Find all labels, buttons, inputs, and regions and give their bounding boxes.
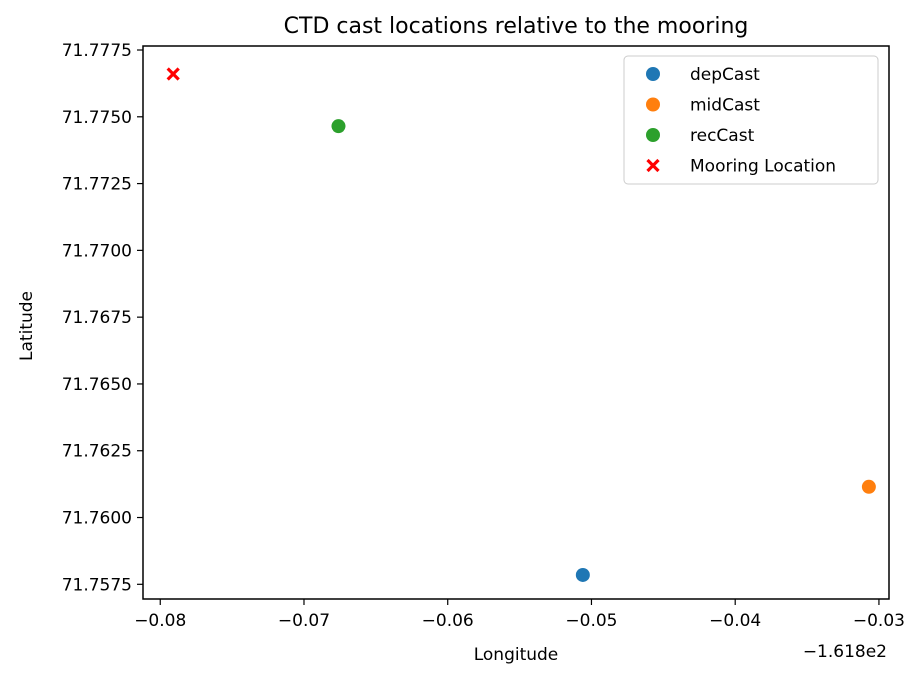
plot-area-frame [142, 45, 890, 600]
data-points [166, 67, 876, 582]
x-tick-label: −0.03 [853, 611, 905, 631]
data-point-depcast [575, 567, 590, 582]
y-tick-label: 71.7700 [62, 241, 132, 261]
y-tick-label: 71.7650 [62, 375, 132, 395]
data-point-mooring-location-stroke-b [166, 67, 180, 81]
y-tick-label: 71.7750 [62, 108, 132, 128]
y-tick-label: 71.7675 [62, 308, 132, 328]
x-tick-label: −0.06 [422, 611, 474, 631]
x-tick-label: −0.04 [709, 611, 761, 631]
legend-marker-mooring-location [646, 158, 660, 173]
x-axis-label: Longitude [474, 645, 559, 665]
y-tick-label: 71.7575 [62, 575, 132, 595]
y-axis-label: Latitude [17, 291, 37, 361]
data-point-midcast [861, 479, 876, 494]
y-tick-label: 71.7725 [62, 175, 132, 195]
y-axis-ticks: 71.7575 71.7600 71.7625 71.7650 71.7675 71.77… [62, 41, 143, 595]
data-point-mooring-location [166, 67, 180, 81]
chart-title: CTD cast locations relative to the moori… [284, 14, 749, 39]
legend-label-reccast: recCast [690, 126, 755, 146]
data-point-reccast [331, 119, 346, 134]
x-tick-label: −0.08 [134, 611, 186, 631]
legend-label-midcast: midCast [690, 96, 760, 116]
x-tick-label: −0.07 [278, 611, 330, 631]
y-tick-label: 71.7625 [62, 442, 132, 462]
legend: depCast midCast recCast Mooring Location [623, 55, 879, 185]
legend-marker-mooring-location-stroke-b [646, 158, 660, 173]
legend-label-depcast: depCast [690, 65, 760, 85]
y-tick-label: 71.7600 [62, 509, 132, 529]
x-tick-label: −0.05 [565, 611, 617, 631]
x-axis-ticks: −0.08 −0.07 −0.06 −0.05 −0.04 −0.03 [134, 599, 905, 631]
legend-marker-depcast [646, 67, 660, 81]
legend-label-mooring-location: Mooring Location [690, 157, 836, 177]
legend-marker-reccast [646, 128, 660, 142]
y-tick-label: 71.7775 [62, 41, 132, 61]
legend-box [623, 55, 879, 185]
legend-marker-midcast [646, 97, 660, 112]
x-axis-offset-label: −1.618e2 [803, 642, 887, 662]
